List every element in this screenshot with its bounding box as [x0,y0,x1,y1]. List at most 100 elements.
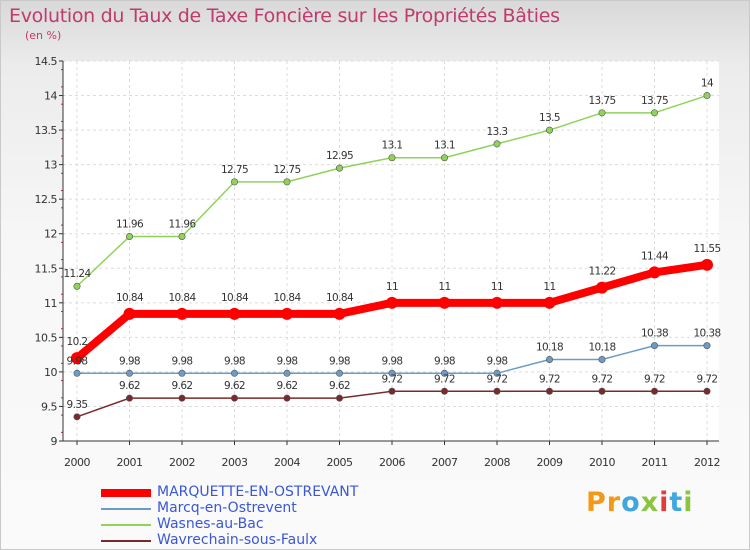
chart-title: Evolution du Taux de Taxe Foncière sur l… [9,5,560,27]
data-point [73,369,81,377]
data-point [388,154,396,162]
data-point [73,413,81,421]
data-label: 12.75 [221,164,248,176]
data-label: 9.98 [172,355,193,367]
logo-letter: i [659,487,670,518]
y-tick-label: 10 [44,366,57,379]
data-label: 9.98 [487,355,508,367]
y-tick-label: 13.5 [35,124,58,137]
legend-label: Wasnes-au-Bac [157,516,264,532]
data-point [335,369,343,377]
data-label: 11.44 [641,250,669,262]
data-point [440,387,448,395]
data-label: 11 [543,281,555,293]
y-tick-label: 9 [51,435,58,448]
data-point [598,387,606,395]
y-tick-label: 13 [44,159,57,172]
data-label: 9.72 [487,373,508,385]
data-label: 11 [491,281,503,293]
x-tick-label: 2007 [432,456,458,469]
plot-area [63,61,719,441]
data-point [493,140,501,148]
data-point [335,164,343,172]
logo-letter: t [669,487,684,518]
data-point [283,178,291,186]
data-point [491,296,503,309]
data-point [123,307,136,320]
chart-subtitle: (en %) [25,29,62,42]
y-tick-label: 12.5 [35,193,58,206]
x-tick-label: 2012 [694,456,720,469]
data-label: 13.5 [539,112,560,124]
legend-label: MARQUETTE-EN-OSTREVANT [157,484,359,500]
data-point [703,342,711,350]
y-tick-label: 11 [44,297,57,310]
data-label: 9.35 [67,399,88,411]
logo-letter: i [683,487,694,518]
logo-letter: o [621,487,641,518]
data-point [493,387,501,395]
data-point [178,232,186,240]
data-label: 10.38 [693,328,720,340]
data-label: 9.98 [434,355,455,367]
data-label: 12.95 [326,150,353,162]
data-label: 11.22 [588,266,615,278]
data-label: 9.98 [67,355,88,367]
data-point [283,369,291,377]
data-label: 10.84 [221,292,249,304]
data-point [126,369,134,377]
data-labels: 10.2 10.84 10.84 10.84 10.84 10.84 11 11 11 11 11.… [63,78,721,411]
y-tick-label: 14 [44,90,57,103]
legend-label: Wavrechain-sous-Faulx [157,532,318,548]
data-label: 10.84 [326,292,354,304]
data-label: 10.84 [168,292,196,304]
data-label: 9.62 [329,380,350,392]
data-point [703,387,711,395]
data-label: 9.98 [277,355,298,367]
data-point [283,394,291,402]
data-label: 9.62 [224,380,245,392]
data-point [231,369,239,377]
legend-swatch [101,524,151,526]
axes: 9 9.5 10 10.5 11 11.5 12 12.5 13 13.5 14 14.5 2000 20… [35,55,721,469]
data-point [650,109,658,117]
data-point [281,307,293,320]
legend-swatch [101,508,151,510]
data-point [701,258,713,271]
data-point [178,394,186,402]
data-point [543,296,556,309]
data-label: 9.62 [172,380,193,392]
data-point [333,307,346,320]
data-point [126,394,134,402]
y-tick-label: 12 [44,228,57,241]
x-tick-label: 2005 [327,456,353,469]
x-tick-label: 2011 [642,456,668,469]
data-point [596,281,608,294]
data-label: 9.72 [539,373,560,385]
y-tick-label: 10.5 [35,331,58,344]
data-label: 13.1 [434,140,455,152]
y-tick-label: 11.5 [35,262,58,275]
data-label: 9.62 [119,380,140,392]
x-tick-label: 2003 [222,456,248,469]
data-label: 11 [438,281,450,293]
data-label: 14 [701,78,714,90]
data-point [71,352,83,365]
data-point [545,387,553,395]
legend: MARQUETTE-EN-OSTREVANT Marcq-en-Ostrevent… [101,484,401,549]
data-point [440,154,448,162]
legend-label: Marcq-en-Ostrevent [157,500,297,516]
data-label: 13.3 [487,126,508,138]
data-point [178,369,186,377]
data-label: 10.84 [273,292,301,304]
data-point [73,282,81,290]
data-point [228,307,241,320]
data-label: 11.96 [116,218,144,230]
data-label: 9.98 [119,355,140,367]
x-tick-label: 2000 [64,456,90,469]
data-label: 11 [386,281,398,293]
legend-item: Wasnes-au-Bac [101,516,401,533]
legend-swatch [101,489,151,497]
